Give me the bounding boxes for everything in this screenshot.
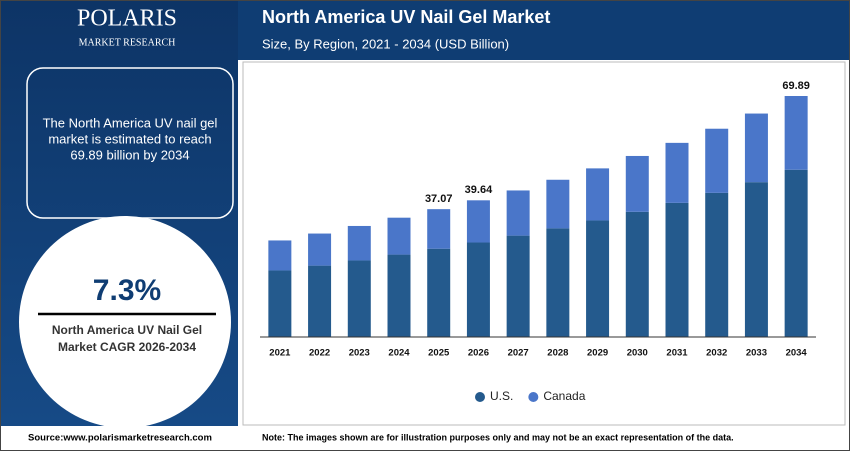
legend-label: Canada <box>543 389 585 403</box>
x-tick-label: 2031 <box>666 348 688 359</box>
bar-segment <box>506 190 530 236</box>
legend-swatch <box>528 392 539 402</box>
summary-line: market is estimated to reach <box>48 131 211 146</box>
x-tick-label: 2034 <box>786 348 808 359</box>
x-tick-label: 2021 <box>269 348 291 359</box>
source: Source:www.polarismarketresearch.com <box>28 433 212 444</box>
bar-segment <box>308 233 332 266</box>
bar-segment <box>387 254 411 337</box>
bar-segment <box>466 242 490 337</box>
bar-segment <box>625 211 649 337</box>
bar-segment <box>546 179 570 229</box>
bar-segment <box>546 228 570 337</box>
x-tick-label: 2023 <box>349 348 370 359</box>
chart-title: North America UV Nail Gel Market <box>262 7 550 27</box>
x-tick-label: 2028 <box>547 348 568 359</box>
bar-segment <box>427 248 451 337</box>
x-tick-label: 2027 <box>508 348 529 359</box>
x-tick-label: 2022 <box>309 348 330 359</box>
cagr-circle <box>19 216 231 426</box>
summary-line: The North America UV nail gel <box>43 115 218 130</box>
bar-segment <box>744 182 768 337</box>
chart-panel <box>242 61 846 426</box>
legend-label: U.S. <box>490 389 513 403</box>
bar-segment <box>705 192 729 337</box>
bar-segment <box>784 96 808 170</box>
bar-segment <box>506 235 530 337</box>
bar-segment <box>308 265 332 337</box>
summary-line: 69.89 billion by 2034 <box>70 147 189 162</box>
bar-segment <box>744 113 768 183</box>
bar-segment <box>268 270 292 337</box>
cagr-label: North America UV Nail Gel <box>52 323 202 337</box>
bar-segment <box>665 202 689 337</box>
bar-segment <box>625 155 649 212</box>
total-label: 69.89 <box>782 80 810 92</box>
chart-subtitle: Size, By Region, 2021 - 2034 (USD Billio… <box>262 36 509 51</box>
bar-segment <box>387 217 411 255</box>
x-tick-label: 2030 <box>627 348 648 359</box>
total-label: 37.07 <box>425 193 453 205</box>
x-tick-label: 2033 <box>746 348 767 359</box>
x-tick-label: 2029 <box>587 348 608 359</box>
bar-segment <box>466 200 490 243</box>
x-tick-label: 2025 <box>428 348 450 359</box>
cagr-value: 7.3% <box>93 274 161 307</box>
bar-segment <box>665 142 689 203</box>
x-tick-label: 2024 <box>388 348 410 359</box>
logo: POLARIS <box>77 6 177 32</box>
bar-segment <box>268 240 292 271</box>
bar-segment <box>586 220 610 337</box>
bar-segment <box>347 260 371 337</box>
cagr-label: Market CAGR 2026-2034 <box>58 340 196 354</box>
logo-sub: MARKET RESEARCH <box>79 37 176 48</box>
total-label: 39.64 <box>465 184 493 196</box>
legend-swatch <box>475 392 485 402</box>
bar-segment <box>427 209 451 249</box>
x-tick-label: 2026 <box>468 348 489 359</box>
note: Note: The images shown are for illustrat… <box>262 432 734 442</box>
bar-segment <box>347 225 371 261</box>
bar-segment <box>784 169 808 337</box>
bar-segment <box>586 168 610 221</box>
bar-segment <box>705 128 729 193</box>
x-tick-label: 2032 <box>706 348 727 359</box>
